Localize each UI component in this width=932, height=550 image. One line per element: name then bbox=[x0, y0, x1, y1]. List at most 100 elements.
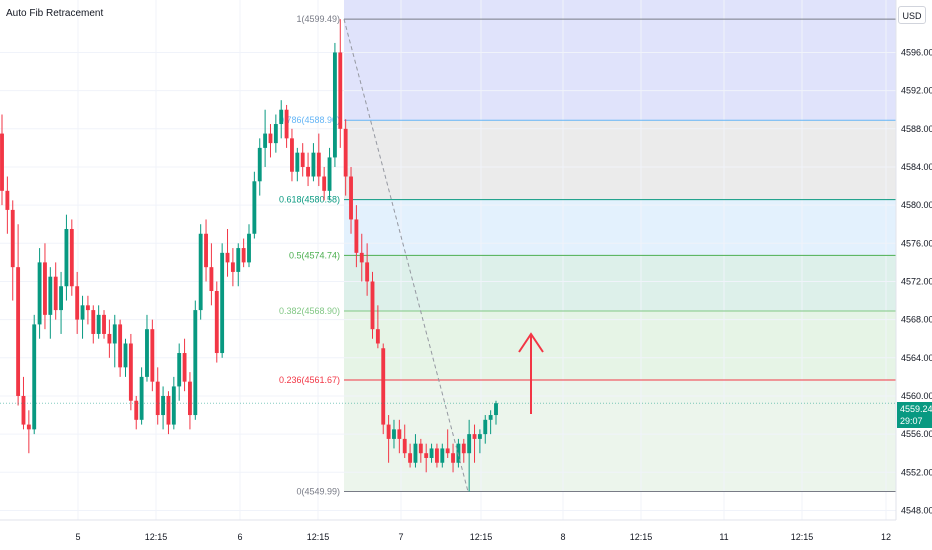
candle bbox=[150, 329, 155, 382]
candle bbox=[424, 453, 429, 458]
fib-level-label: 0.236(4561.67) bbox=[279, 375, 340, 385]
candle bbox=[209, 267, 214, 292]
x-tick-label: 12:15 bbox=[791, 532, 814, 542]
candle bbox=[494, 403, 498, 416]
candle bbox=[118, 324, 123, 368]
candle bbox=[75, 286, 80, 320]
candle bbox=[161, 395, 166, 416]
x-tick-label: 12:15 bbox=[630, 532, 653, 542]
candle bbox=[381, 348, 386, 425]
candle bbox=[139, 376, 144, 420]
candle bbox=[429, 448, 434, 458]
candle bbox=[370, 281, 375, 330]
candle bbox=[472, 434, 477, 439]
candle bbox=[397, 429, 402, 439]
candle bbox=[80, 305, 85, 320]
candle bbox=[188, 381, 192, 416]
candle bbox=[273, 124, 278, 144]
fib-zone bbox=[344, 19, 896, 121]
candle bbox=[177, 353, 182, 387]
fib-zone bbox=[344, 311, 896, 381]
candle bbox=[102, 314, 106, 334]
candle bbox=[268, 133, 273, 144]
candle bbox=[477, 434, 482, 439]
x-tick-label: 8 bbox=[560, 532, 565, 542]
candle bbox=[182, 353, 187, 382]
fib-level-label: 0(4549.99) bbox=[296, 486, 340, 496]
current-price-label: 4559.24 bbox=[900, 404, 932, 414]
arrow-head bbox=[518, 332, 544, 353]
candle bbox=[295, 152, 300, 172]
y-tick-label: 4568.00 bbox=[901, 315, 932, 325]
candle bbox=[435, 448, 439, 463]
candle bbox=[247, 233, 251, 263]
candle bbox=[349, 176, 353, 220]
grid bbox=[0, 0, 896, 520]
candle bbox=[5, 190, 10, 210]
candle bbox=[59, 286, 63, 311]
candle bbox=[461, 443, 466, 454]
candle bbox=[402, 438, 407, 454]
candle bbox=[386, 424, 391, 439]
candle bbox=[392, 429, 396, 439]
candle bbox=[279, 109, 284, 125]
candle bbox=[263, 133, 268, 148]
indicator-title[interactable]: Auto Fib Retracement bbox=[6, 8, 104, 19]
candle bbox=[375, 329, 380, 344]
candle bbox=[166, 395, 171, 425]
candle bbox=[322, 176, 327, 191]
candle bbox=[306, 166, 310, 177]
candle bbox=[300, 152, 305, 167]
candle bbox=[107, 333, 112, 344]
candle bbox=[359, 252, 364, 263]
candle bbox=[21, 395, 26, 425]
candle bbox=[32, 324, 37, 430]
candle bbox=[354, 219, 359, 253]
y-tick-label: 4592.00 bbox=[901, 86, 932, 96]
x-tick-label: 12 bbox=[881, 532, 891, 542]
fib-level-label: 0.5(4574.74) bbox=[289, 250, 340, 260]
currency-button[interactable]: USD bbox=[898, 6, 926, 24]
candle bbox=[413, 443, 418, 463]
x-tick-label: 6 bbox=[237, 532, 242, 542]
y-tick-label: 4576.00 bbox=[901, 238, 932, 248]
candle bbox=[467, 434, 472, 454]
candle bbox=[290, 138, 294, 172]
candle bbox=[284, 109, 289, 139]
fib-level-label: 1(4599.49) bbox=[296, 14, 340, 24]
candle bbox=[451, 453, 455, 463]
candle bbox=[257, 147, 262, 182]
fib-trend-line bbox=[343, 19, 469, 492]
y-tick-label: 4564.00 bbox=[901, 353, 932, 363]
candle bbox=[230, 262, 235, 272]
candle bbox=[134, 400, 139, 420]
candle bbox=[171, 386, 176, 425]
candle bbox=[418, 443, 423, 454]
candle bbox=[16, 267, 21, 396]
candle bbox=[311, 152, 316, 177]
candle bbox=[37, 262, 42, 325]
candle bbox=[91, 310, 96, 334]
y-tick-label: 4552.00 bbox=[901, 467, 932, 477]
candle bbox=[214, 291, 219, 354]
fib-zone bbox=[344, 0, 896, 20]
candle bbox=[220, 252, 225, 354]
y-tick-label: 4548.00 bbox=[901, 505, 932, 515]
fib-level-label: 0.382(4568.90) bbox=[279, 306, 340, 316]
candle bbox=[53, 276, 58, 311]
y-tick-label: 4556.00 bbox=[901, 429, 932, 439]
candle bbox=[338, 52, 343, 129]
candle bbox=[26, 424, 31, 430]
fib-zone bbox=[344, 199, 896, 256]
candle bbox=[112, 324, 117, 344]
x-tick-label: 12:15 bbox=[145, 532, 168, 542]
fib-zone bbox=[344, 120, 896, 200]
time-axis bbox=[0, 520, 932, 550]
candle bbox=[343, 128, 348, 177]
candle bbox=[365, 262, 370, 282]
x-tick-label: 5 bbox=[75, 532, 80, 542]
y-tick-label: 4560.00 bbox=[901, 391, 932, 401]
candle bbox=[241, 248, 246, 263]
candle bbox=[123, 343, 128, 368]
